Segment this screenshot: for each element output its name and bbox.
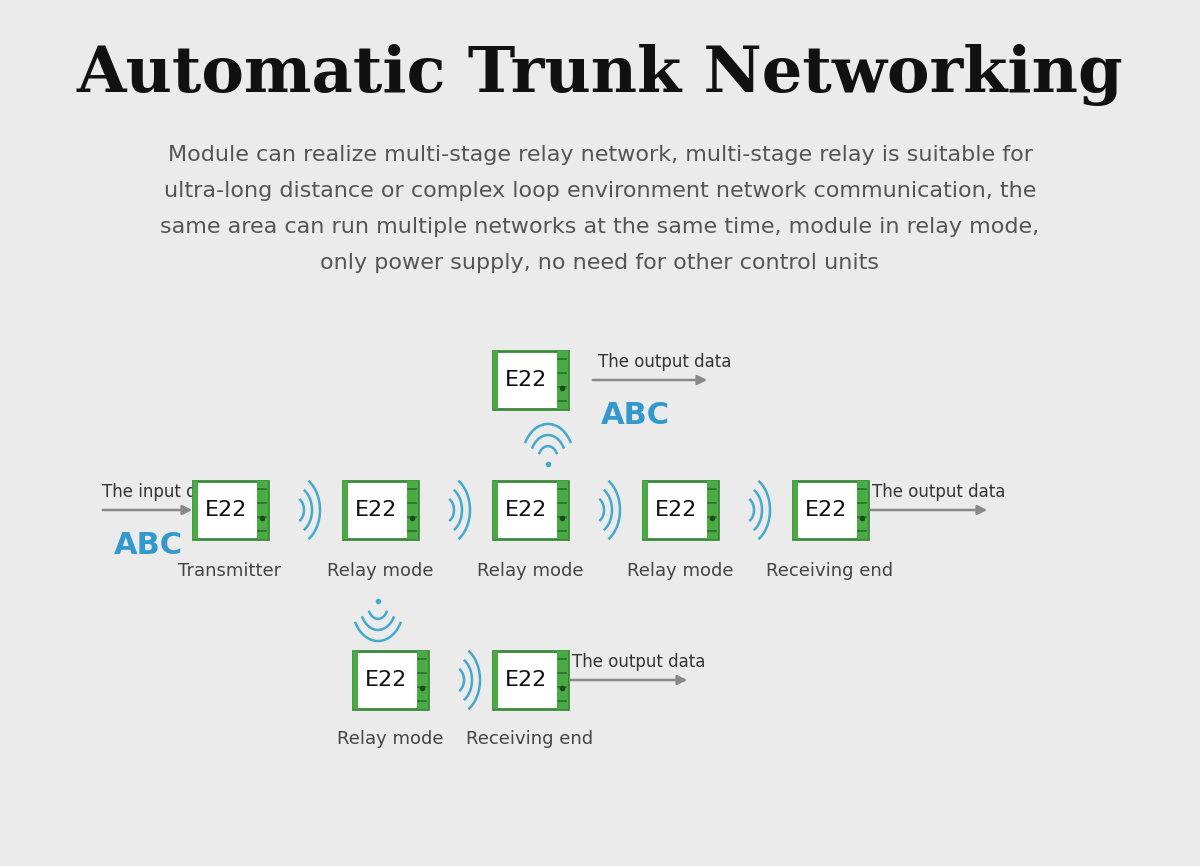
Bar	[257, 481, 268, 539]
Bar	[857, 481, 868, 539]
Bar	[642, 481, 648, 539]
Text: Receiving end: Receiving end	[767, 562, 894, 580]
Text: The input data: The input data	[102, 483, 223, 501]
Text: Automatic Trunk Networking: Automatic Trunk Networking	[77, 44, 1123, 106]
Bar	[192, 481, 268, 539]
Text: E22: E22	[505, 370, 547, 390]
Text: The output data: The output data	[572, 653, 706, 671]
Bar	[353, 651, 427, 709]
Text: Relay mode: Relay mode	[337, 730, 443, 748]
Text: Relay mode: Relay mode	[626, 562, 733, 580]
Text: Relay mode: Relay mode	[476, 562, 583, 580]
Bar	[792, 481, 798, 539]
Text: The output data: The output data	[872, 483, 1006, 501]
Bar	[642, 481, 718, 539]
Bar	[192, 481, 198, 539]
Bar	[557, 481, 568, 539]
Bar	[407, 481, 418, 539]
Bar	[492, 651, 498, 709]
Text: Receiving end: Receiving end	[467, 730, 594, 748]
Bar	[353, 651, 358, 709]
Bar	[557, 651, 568, 709]
Text: E22: E22	[505, 500, 547, 520]
Text: Transmitter: Transmitter	[179, 562, 282, 580]
Text: Module can realize multi-stage relay network, multi-stage relay is suitable for: Module can realize multi-stage relay net…	[168, 145, 1032, 165]
Bar	[416, 651, 427, 709]
Text: E22: E22	[355, 500, 397, 520]
Text: ABC: ABC	[114, 531, 182, 559]
Text: E22: E22	[505, 670, 547, 690]
Text: ultra-long distance or complex loop environment network communication, the: ultra-long distance or complex loop envi…	[164, 181, 1036, 201]
Text: E22: E22	[205, 500, 247, 520]
Bar	[492, 481, 568, 539]
Text: ABC: ABC	[600, 400, 670, 430]
Bar	[492, 651, 568, 709]
Text: E22: E22	[365, 670, 407, 690]
Text: only power supply, no need for other control units: only power supply, no need for other con…	[320, 253, 880, 273]
Bar	[557, 351, 568, 409]
Bar	[492, 351, 568, 409]
Text: same area can run multiple networks at the same time, module in relay mode,: same area can run multiple networks at t…	[161, 217, 1039, 237]
Bar	[792, 481, 868, 539]
Text: The output data: The output data	[598, 353, 731, 371]
Text: Relay mode: Relay mode	[326, 562, 433, 580]
Text: E22: E22	[805, 500, 847, 520]
Bar	[492, 481, 498, 539]
Bar	[342, 481, 348, 539]
Text: E22: E22	[655, 500, 697, 520]
Bar	[342, 481, 418, 539]
Bar	[707, 481, 718, 539]
Bar	[492, 351, 498, 409]
